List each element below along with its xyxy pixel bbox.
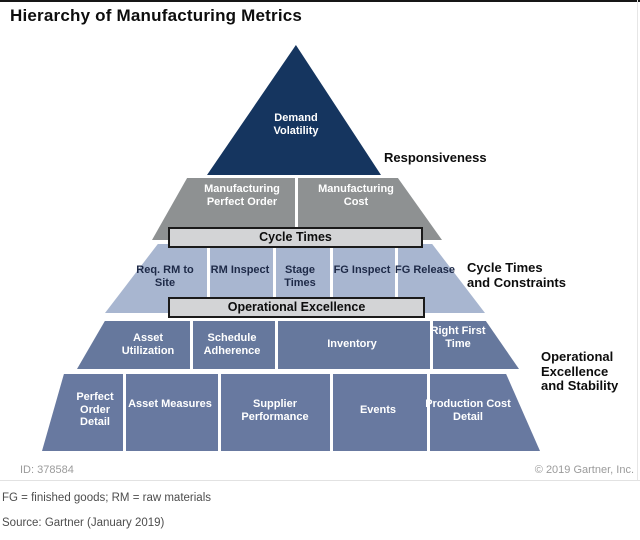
chart-right-border (637, 0, 638, 480)
banner-operational-excellence: Operational Excellence (168, 297, 425, 318)
cell-divider (275, 321, 278, 369)
pyramid-level-4-shape (77, 321, 519, 369)
pyramid-cell-stage-times: Stage Times (284, 264, 316, 289)
cell-divider (273, 244, 276, 313)
page-title: Hierarchy of Manufacturing Metrics (10, 6, 303, 25)
cell-divider (190, 321, 193, 369)
pyramid-cell-supplier-performance: Supplier Performance (241, 398, 309, 423)
pyramid-cell-rm-inspect: RM Inspect (210, 264, 270, 276)
cell-divider (123, 374, 126, 451)
top-border-line (0, 0, 640, 2)
pyramid-cell-schedule-adherence: Schedule Adherence (203, 332, 261, 357)
side-label-line: and Stability (541, 378, 619, 393)
cell-divider (395, 244, 398, 313)
copyright-notice: © 2019 Gartner, Inc. (534, 464, 634, 476)
cell-divider (218, 374, 221, 451)
pyramid-diagram: Demand Volatility Manufacturing Perfect … (42, 45, 619, 451)
pyramid-cell-right-first-time: Right First Time (430, 325, 486, 350)
pyramid-cell-asset-utilization: Asset Utilization (121, 332, 175, 357)
abbreviations-note: FG = finished goods; RM = raw materials (2, 492, 211, 504)
cell-divider (295, 178, 298, 240)
cell-divider (207, 244, 210, 313)
banner-cycle-times: Cycle Times (168, 227, 423, 248)
pyramid-cell-demand-volatility: Demand Volatility (273, 112, 319, 137)
pyramid-cell-req-rm-to-site: Req. RM to Site (136, 264, 194, 289)
side-label-line: and Constraints (467, 274, 566, 290)
pyramid-cell-perfect-order-detail: Perfect Order Detail (76, 391, 114, 428)
pyramid-cell-inventory: Inventory (327, 338, 377, 350)
side-label-line: Operational (541, 349, 614, 364)
pyramid-cell-production-cost-detail: Production Cost Detail (425, 398, 511, 423)
side-label-cycle-times-and-constraints: Cycle Times and Constraints (467, 260, 566, 290)
cell-divider (430, 321, 433, 369)
pyramid-level-5-shape (42, 374, 540, 451)
pyramid-level-1-shape (207, 45, 381, 175)
side-label-line: Excellence (541, 363, 609, 379)
pyramid-cell-fg-inspect: FG Inspect (333, 264, 391, 276)
pyramid-cell-manufacturing-cost: Manufacturing Cost (318, 183, 394, 208)
chart-bottom-divider (0, 480, 640, 481)
side-label-line: Responsiveness (384, 150, 487, 165)
side-label-operational-excellence-and-stability: Operational Excellence and Stability (541, 349, 619, 394)
side-label-line: Cycle Times (467, 260, 543, 275)
cell-divider (427, 374, 430, 451)
cell-divider (330, 374, 333, 451)
document-id: ID: 378584 (20, 464, 74, 476)
source-note: Source: Gartner (January 2019) (2, 517, 165, 529)
pyramid-cell-asset-measures: Asset Measures (128, 398, 212, 410)
cell-divider (330, 244, 333, 313)
pyramid-cell-fg-release: FG Release (395, 264, 455, 276)
side-label-responsiveness: Responsiveness (384, 150, 487, 166)
pyramid-cell-manufacturing-perfect-order: Manufacturing Perfect Order (204, 183, 280, 208)
pyramid-cell-events: Events (359, 404, 397, 416)
